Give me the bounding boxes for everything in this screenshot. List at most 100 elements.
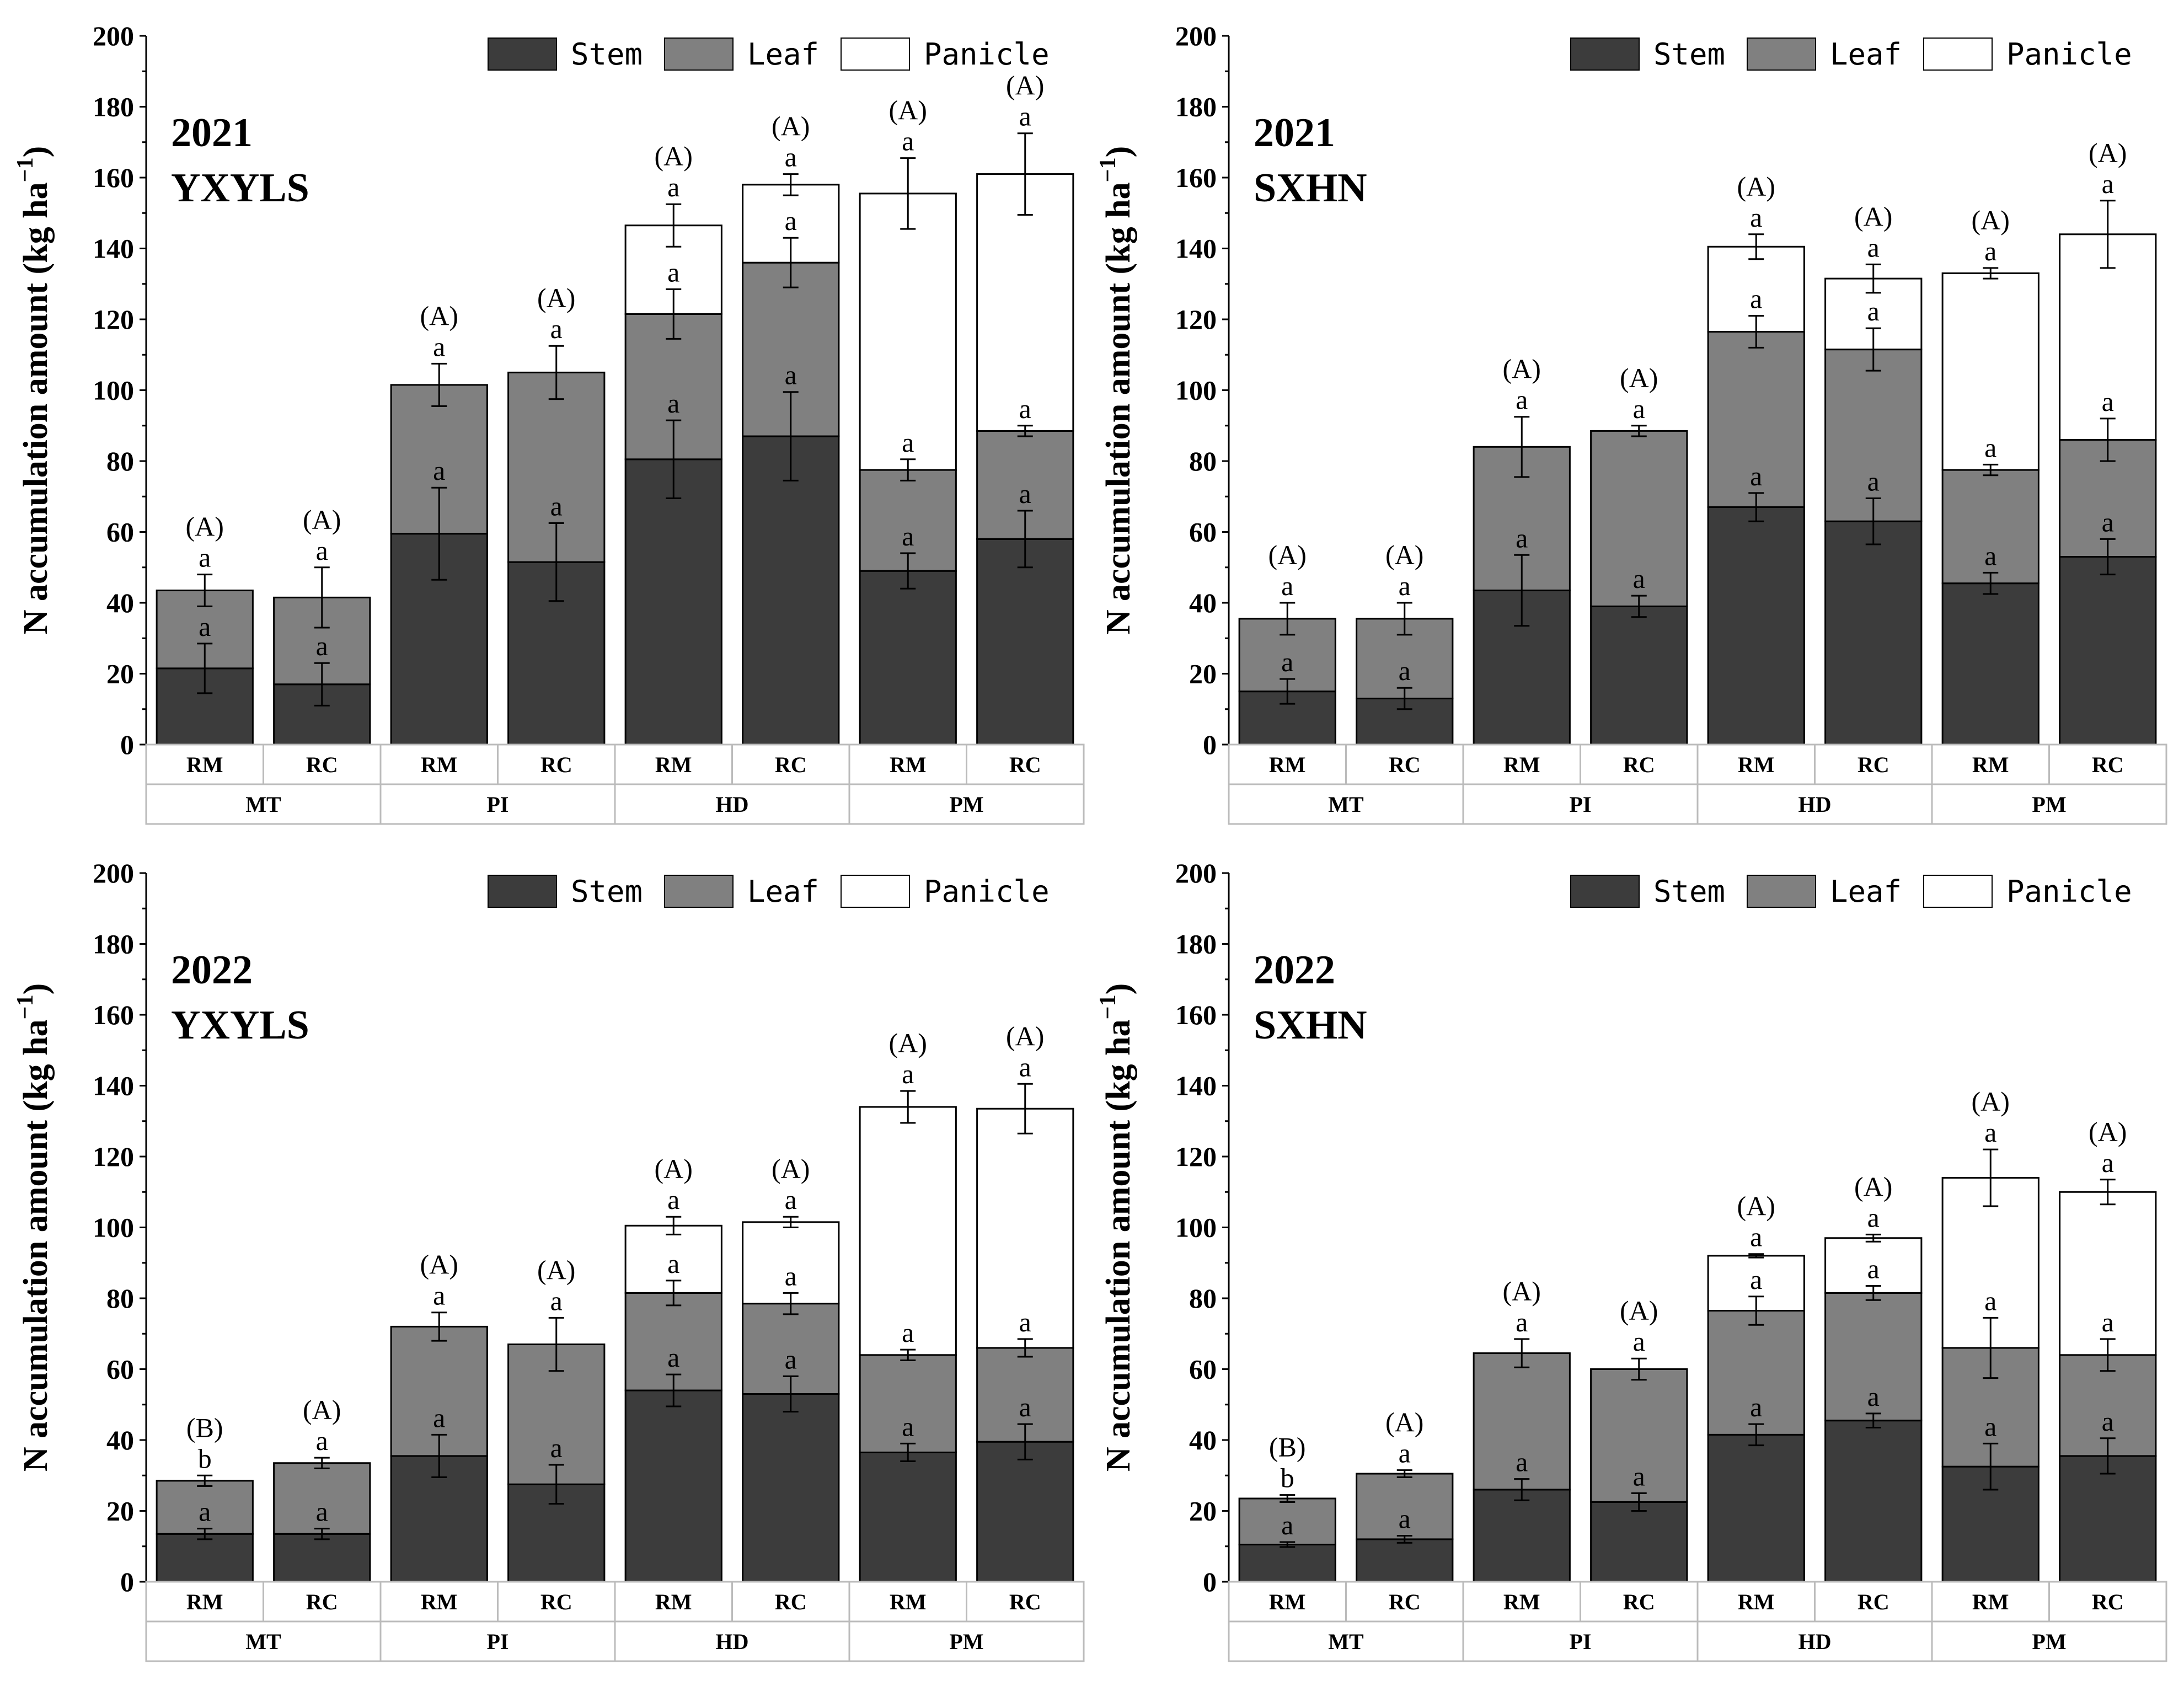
y-tick-label: 60 <box>1189 1354 1217 1385</box>
significance-letter: a <box>667 1184 679 1215</box>
y-tick-label: 180 <box>93 92 134 122</box>
y-axis-label: N accumulation amount (kg ha−1) <box>13 146 55 634</box>
y-tick-label: 140 <box>1175 1071 1217 1101</box>
group-label: MT <box>1328 792 1364 817</box>
bar-stem <box>1590 1501 1688 1583</box>
bar-stem <box>1356 1538 1454 1583</box>
y-axis-label: N accumulation amount (kg ha−1) <box>13 983 55 1471</box>
x-tick-label: RC <box>540 752 572 777</box>
x-tick-label: RM <box>1269 1589 1306 1614</box>
y-tick-label: 0 <box>1203 729 1217 760</box>
legend-swatch-panicle <box>841 38 910 71</box>
bar-stem <box>742 1393 840 1583</box>
total-significance-label: (B) <box>1269 1432 1306 1463</box>
significance-letter: a <box>902 1317 914 1348</box>
total-significance-label: (A) <box>1503 1276 1541 1307</box>
legend-swatch-panicle <box>1923 875 1993 908</box>
panel-title: 2022 <box>171 948 253 993</box>
legend-label-stem: Stem <box>1653 874 1725 909</box>
x-tick-label: RC <box>2092 752 2124 777</box>
y-tick-label: 100 <box>93 1212 134 1243</box>
total-significance-label: (A) <box>772 111 810 142</box>
group-label: PI <box>487 792 509 817</box>
y-tick-label: 0 <box>1203 1566 1217 1597</box>
significance-letter: a <box>1867 232 1880 263</box>
bar-stem <box>976 1441 1074 1583</box>
significance-letter: a <box>2102 1307 2114 1337</box>
bar-stem <box>1590 605 1688 746</box>
panel-title: 2021 <box>171 110 253 156</box>
x-tick-label: RM <box>421 752 458 777</box>
significance-letter: a <box>1750 1391 1762 1422</box>
x-tick-label: RM <box>1972 752 2009 777</box>
significance-letter: a <box>199 1496 211 1527</box>
x-tick-label: RM <box>655 1589 692 1614</box>
total-significance-label: (A) <box>1006 1020 1044 1051</box>
legend-swatch-panicle <box>841 875 910 908</box>
significance-letter: a <box>1984 1285 1996 1316</box>
bar-leaf <box>1356 1473 1454 1540</box>
group-label: HD <box>1798 1629 1832 1654</box>
significance-letter: b <box>198 1443 212 1474</box>
y-tick-label: 160 <box>1175 999 1217 1030</box>
legend-label-stem: Stem <box>571 874 643 909</box>
legend-swatch-stem <box>1570 875 1640 908</box>
group-cell <box>848 1620 1085 1662</box>
significance-letter: a <box>1019 1051 1031 1082</box>
bar-leaf <box>1707 1309 1805 1436</box>
x-tick-label: RM <box>1503 1589 1540 1614</box>
group-label: MT <box>245 1629 281 1654</box>
x-tick-label: RC <box>1858 1589 1889 1614</box>
x-tick-label: RM <box>890 752 927 777</box>
group-label: PI <box>487 1629 509 1654</box>
panel-subtitle: YXYLS <box>171 1003 309 1048</box>
bar-leaf <box>1590 430 1688 607</box>
significance-letter: a <box>316 630 328 661</box>
x-tick-label: RC <box>1389 752 1421 777</box>
total-significance-label: (A) <box>1268 539 1307 570</box>
legend-swatch-stem <box>1570 38 1640 71</box>
chart-panel-3: 020406080100120140160180200ab(B)aa(A)aa(… <box>1095 858 2167 1662</box>
y-tick-label: 200 <box>1175 20 1217 51</box>
significance-letter: a <box>1281 1510 1293 1540</box>
x-tick-label: RM <box>655 752 692 777</box>
legend-swatch-panicle <box>1923 38 1993 71</box>
y-tick-label: 80 <box>1189 446 1217 477</box>
significance-letter: a <box>1633 393 1645 424</box>
legend-label-leaf: Leaf <box>747 37 819 72</box>
legend-swatch-leaf <box>664 875 734 908</box>
y-tick-label: 140 <box>93 233 134 264</box>
bar-stem <box>624 458 722 746</box>
significance-letter: a <box>550 1285 563 1316</box>
y-tick-label: 160 <box>93 999 134 1030</box>
total-significance-label: (A) <box>420 300 458 331</box>
significance-letter: a <box>2102 1406 2114 1437</box>
legend-label-panicle: Panicle <box>924 37 1050 72</box>
y-tick-label: 20 <box>106 659 134 689</box>
significance-letter: a <box>2102 168 2114 199</box>
bar-stem <box>742 435 840 746</box>
chart-panel-1: 020406080100120140160180200aa(A)aa(A)aa(… <box>1095 20 2167 825</box>
legend-label-stem: Stem <box>1653 37 1725 72</box>
significance-letter: a <box>667 172 679 202</box>
y-tick-label: 100 <box>93 375 134 406</box>
x-tick-label: RM <box>1972 1589 2009 1614</box>
significance-letter: a <box>1281 570 1293 601</box>
significance-letter: a <box>1750 1264 1762 1295</box>
bar-leaf <box>859 1354 957 1453</box>
total-significance-label: (A) <box>1385 539 1423 570</box>
significance-letter: a <box>1984 235 1996 266</box>
total-significance-label: (A) <box>889 1027 927 1058</box>
legend-label-panicle: Panicle <box>2006 37 2132 72</box>
legend-label-panicle: Panicle <box>2006 874 2132 909</box>
total-significance-label: (A) <box>537 1254 575 1285</box>
bar-panicle <box>1941 272 2040 471</box>
significance-letter: a <box>1867 1202 1880 1233</box>
significance-letter: a <box>667 256 679 287</box>
significance-letter: a <box>1516 384 1528 415</box>
total-significance-label: (A) <box>1503 354 1541 384</box>
bar-stem <box>2059 1455 2157 1583</box>
significance-letter: a <box>2102 506 2114 537</box>
